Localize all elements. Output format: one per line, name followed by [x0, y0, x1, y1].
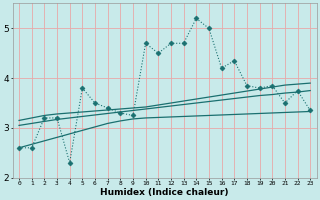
X-axis label: Humidex (Indice chaleur): Humidex (Indice chaleur) [100, 188, 229, 197]
